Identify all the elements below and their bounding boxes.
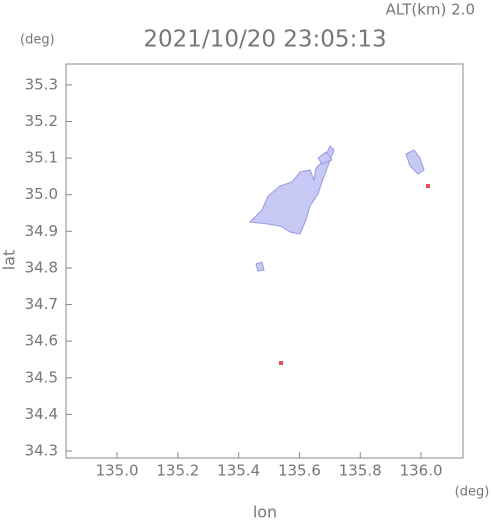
echo-areas xyxy=(248,145,425,272)
strong-echoes xyxy=(279,184,430,365)
x-unit: (deg) xyxy=(455,485,490,500)
altitude-label: ALT(km) 2.0 xyxy=(386,1,475,19)
x-tick-label: 135.8 xyxy=(339,462,382,480)
echo-area xyxy=(317,151,333,165)
y-tick-label: 35.2 xyxy=(25,112,58,130)
echo-area xyxy=(248,145,335,235)
plot-frame xyxy=(65,63,464,459)
y-tick-label: 34.6 xyxy=(25,332,58,350)
y-tick-label: 35.1 xyxy=(25,149,58,167)
chart-title: 2021/10/20 23:05:13 xyxy=(143,27,386,53)
x-tick-label: 136.0 xyxy=(400,462,443,480)
x-tick-label: 135.6 xyxy=(278,462,321,480)
y-tick-label: 35.0 xyxy=(25,185,58,203)
strong-echo xyxy=(426,184,430,188)
y-tick-label: 34.9 xyxy=(25,222,58,240)
x-tick-label: 135.4 xyxy=(217,462,260,480)
x-tick-label: 135.2 xyxy=(156,462,199,480)
y-tick-label: 34.3 xyxy=(25,442,58,460)
x-tick-label: 135.0 xyxy=(96,462,139,480)
echo-area xyxy=(255,261,265,272)
x-axis-label: lon xyxy=(253,503,277,521)
strong-echo xyxy=(279,361,283,365)
y-axis-label: lat xyxy=(0,250,19,271)
y-tick-label: 34.4 xyxy=(25,405,58,423)
y-tick-label: 34.5 xyxy=(25,368,58,386)
y-tick-label: 34.8 xyxy=(25,258,58,276)
echo-area xyxy=(405,149,425,175)
y-unit: (deg) xyxy=(20,33,55,48)
y-tick-label: 35.3 xyxy=(25,75,58,93)
y-tick-label: 34.7 xyxy=(25,295,58,313)
